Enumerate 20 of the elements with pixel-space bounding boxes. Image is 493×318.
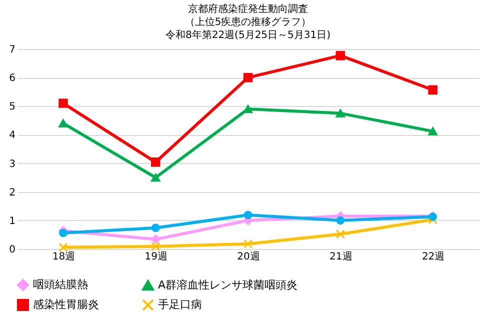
x-tick-label: 18週 bbox=[52, 252, 76, 262]
legend-label: 感染性胃腸炎 bbox=[33, 298, 99, 311]
y-tick-label: 3 bbox=[9, 158, 16, 170]
y-tick-label: 0 bbox=[9, 244, 16, 256]
x-tick-label: 21週 bbox=[330, 252, 352, 262]
legend-label: A群溶血性レンサ球菌咽頭炎 bbox=[158, 278, 298, 292]
x-tick-label: 20週 bbox=[237, 252, 260, 262]
y-tick-label: 1 bbox=[9, 216, 16, 227]
legend-label: 手足口病 bbox=[158, 298, 202, 311]
y-tick-label: 6 bbox=[9, 73, 16, 84]
x-tick-label: 22週 bbox=[422, 252, 445, 262]
y-tick-label: 7 bbox=[9, 44, 16, 56]
x-tick-label: 19週 bbox=[144, 252, 168, 262]
legend-label: 咽頭結膜熱 bbox=[33, 278, 88, 291]
y-tick-label: 2 bbox=[9, 187, 16, 198]
y-tick-label: 5 bbox=[9, 102, 16, 113]
text: 京都府感染症発生動向調査 bbox=[188, 4, 308, 15]
y-tick-label: 4 bbox=[9, 130, 16, 142]
text: （上位5疾患の推移グラフ） bbox=[184, 17, 312, 28]
text: 令和8年第22週(5月25日～5月31日) bbox=[165, 30, 331, 41]
